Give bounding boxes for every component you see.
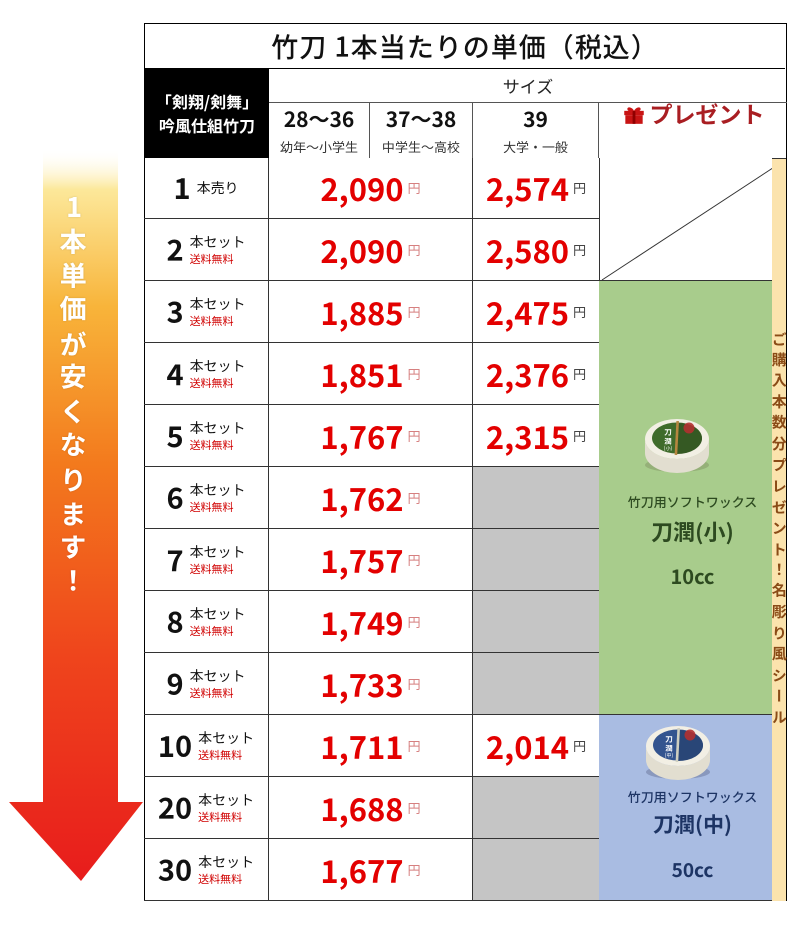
svg-text:(中): (中) (665, 752, 674, 759)
svg-text:(小): (小) (664, 445, 673, 452)
